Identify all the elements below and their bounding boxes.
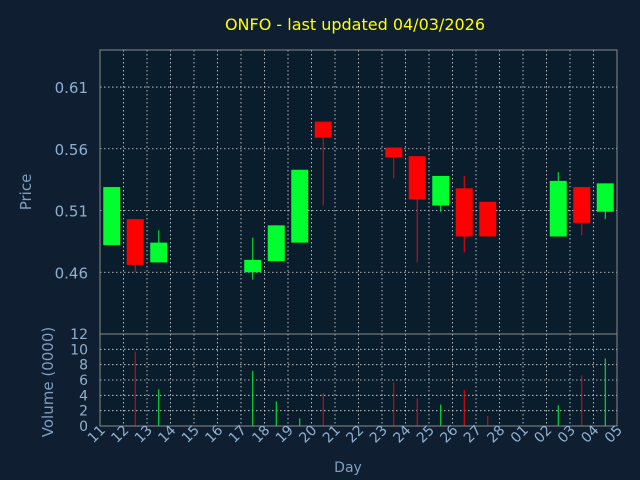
candle-body (314, 121, 332, 138)
price-y-tick-labels: 0.46 0.51 0.56 0.61 (55, 79, 88, 282)
volume-y-tick-label: 10 (70, 342, 88, 358)
volume-y-tick-label: 6 (79, 373, 88, 389)
candle-body (455, 188, 473, 237)
volume-bars (134, 351, 606, 426)
candle-02 (549, 172, 567, 237)
candle-03 (573, 187, 591, 236)
volume-plot-frame (99, 333, 618, 427)
price-candles (103, 121, 614, 280)
candle-body (150, 242, 168, 263)
candle-19 (291, 169, 309, 243)
volume-axis-label: Volume (0000) (39, 327, 57, 437)
volume-y-tick-label: 8 (79, 358, 88, 374)
candle-27 (479, 201, 497, 237)
candle-26 (455, 175, 473, 253)
volume-y-tick-label: 2 (79, 404, 88, 420)
candle-23 (385, 147, 403, 179)
candle-body (596, 183, 614, 212)
candle-13 (150, 230, 168, 263)
candle-body (126, 219, 144, 265)
candle-body (103, 187, 121, 246)
volume-y-tick-label: 4 (79, 388, 88, 404)
x-tick-labels: 11 12 13 14 15 16 17 18 19 20 21 22 23 24 25 26 27 28 01 02… (85, 422, 626, 446)
candle-11 (103, 187, 121, 246)
candle-body (408, 156, 426, 200)
candle-body (479, 201, 497, 237)
candle-body (291, 169, 309, 243)
volume-y-tick-label: 12 (70, 327, 88, 343)
price-y-tick-label: 0.56 (55, 141, 88, 159)
volume-gridlines (100, 334, 617, 426)
candle-body (573, 187, 591, 223)
candle-body (244, 259, 262, 273)
candle-24 (408, 156, 426, 263)
price-gridlines (100, 50, 617, 334)
price-y-tick-label: 0.51 (55, 203, 88, 221)
candle-04 (596, 183, 614, 220)
chart-title: ONFO - last updated 04/03/2026 (225, 15, 485, 34)
price-y-tick-label: 0.46 (55, 264, 88, 282)
candle-17 (244, 237, 262, 280)
candle-20 (314, 121, 332, 206)
day-axis-label: Day (334, 460, 362, 476)
candle-body (432, 175, 450, 206)
candle-18 (267, 225, 285, 262)
volume-y-tick-label: 0 (79, 419, 88, 435)
candle-body (549, 180, 567, 237)
price-axis-label: Price (17, 174, 35, 211)
volume-plot-area (100, 334, 617, 426)
candle-body (267, 225, 285, 262)
candle-25 (432, 175, 450, 212)
price-y-tick-label: 0.61 (55, 79, 88, 97)
candle-12 (126, 219, 144, 273)
candle-body (385, 147, 403, 158)
